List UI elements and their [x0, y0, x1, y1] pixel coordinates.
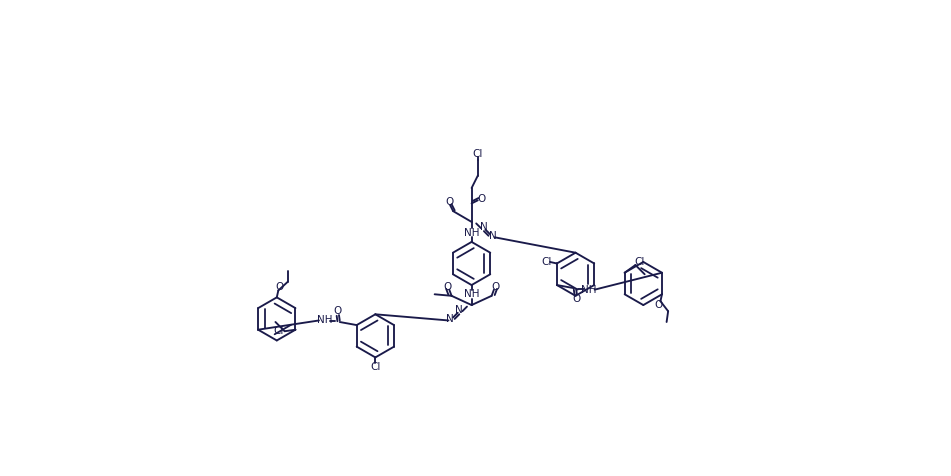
- Text: N: N: [456, 305, 463, 315]
- Text: O: O: [492, 282, 499, 292]
- Text: NH: NH: [317, 316, 332, 326]
- Text: Cl: Cl: [370, 362, 380, 372]
- Text: Cl: Cl: [273, 326, 283, 336]
- Text: Cl: Cl: [473, 149, 483, 159]
- Text: NH: NH: [581, 285, 597, 295]
- Text: O: O: [443, 282, 452, 292]
- Text: N: N: [489, 231, 497, 241]
- Text: O: O: [477, 194, 486, 204]
- Text: N: N: [446, 314, 454, 324]
- Text: O: O: [276, 282, 284, 292]
- Text: O: O: [655, 300, 663, 310]
- Text: O: O: [445, 197, 454, 207]
- Text: O: O: [333, 306, 341, 316]
- Text: N: N: [480, 221, 488, 231]
- Text: Cl: Cl: [541, 257, 552, 267]
- Text: O: O: [572, 294, 580, 304]
- Text: NH: NH: [464, 289, 479, 299]
- Text: Cl: Cl: [635, 257, 645, 267]
- Text: NH: NH: [464, 228, 479, 238]
